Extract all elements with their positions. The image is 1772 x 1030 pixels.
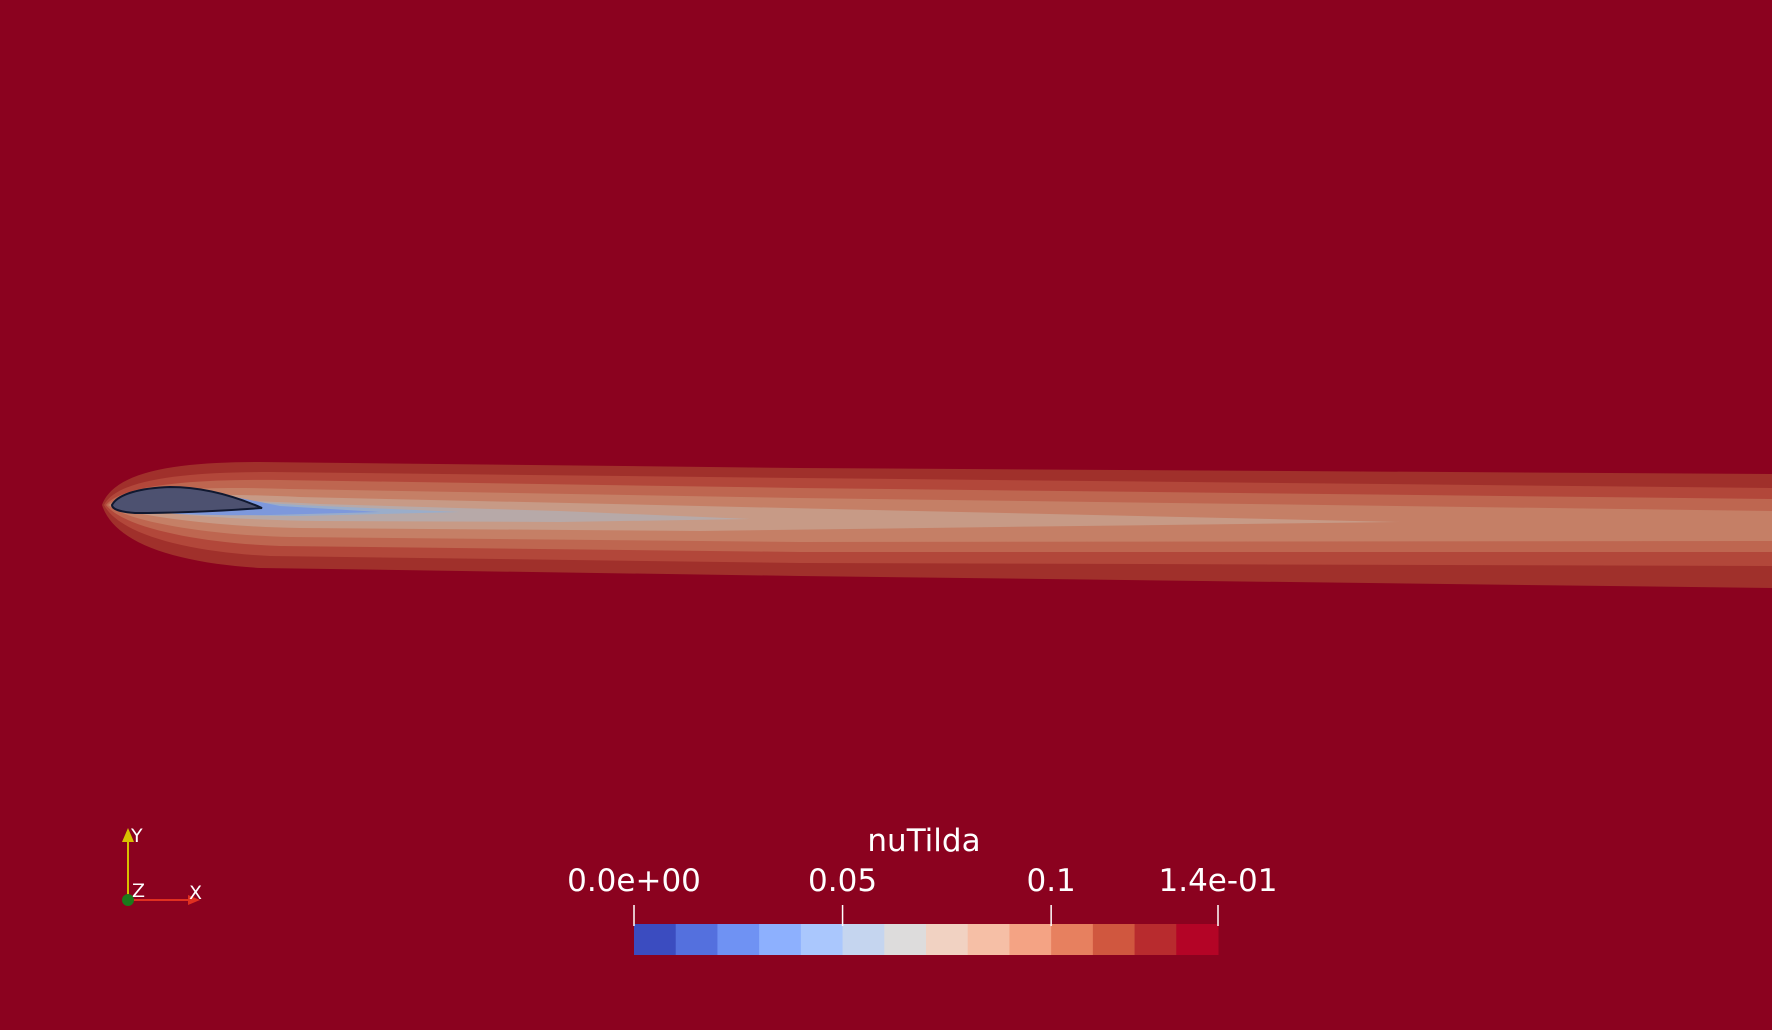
colorbar-tick-label: 1.4e-01 xyxy=(1158,866,1277,897)
colorbar-bin xyxy=(926,924,968,955)
colorbar-bin xyxy=(843,924,885,955)
colorbar-bin xyxy=(1051,924,1093,955)
colorbar-bin xyxy=(1135,924,1177,955)
colorbar-bin xyxy=(968,924,1010,955)
z-axis-label: Z xyxy=(132,882,145,901)
colorbar-bin xyxy=(1176,924,1218,955)
colorbar-bin xyxy=(1093,924,1135,955)
colorbar-title: nuTilda xyxy=(38,826,1772,857)
colorbar-bin xyxy=(759,924,801,955)
colorbar-bin xyxy=(801,924,843,955)
colorbar-bin xyxy=(717,924,759,955)
colorbar-ticks xyxy=(634,905,1218,926)
colorbar-bin xyxy=(634,924,676,955)
wake-contours xyxy=(102,462,1772,588)
colorbar-tick-label: 0.05 xyxy=(808,866,877,897)
colorbar-bin xyxy=(884,924,926,955)
colorbar xyxy=(634,924,1219,955)
colorbar-tick-label: 0.0e+00 xyxy=(567,866,701,897)
colorbar-bin xyxy=(676,924,718,955)
x-axis-label: X xyxy=(189,884,202,903)
colorbar-tick-label: 0.1 xyxy=(1026,866,1075,897)
colorbar-bin xyxy=(1009,924,1051,955)
